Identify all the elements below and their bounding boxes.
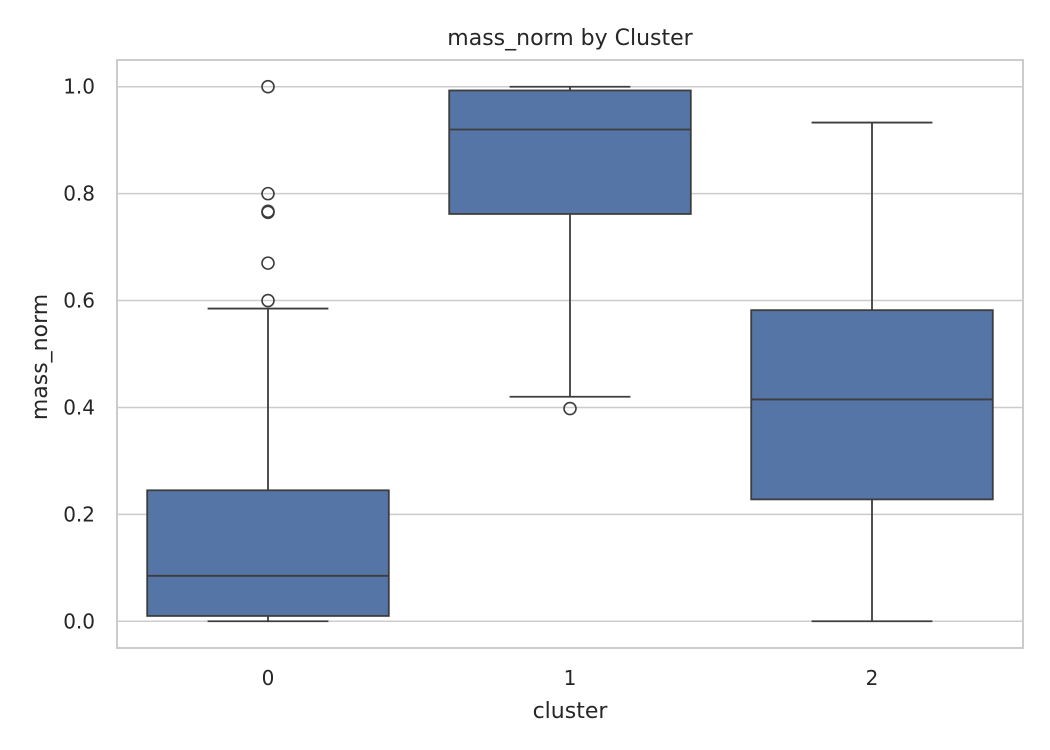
outlier-point bbox=[563, 401, 577, 416]
box-group bbox=[146, 79, 390, 623]
box-series bbox=[146, 79, 994, 623]
outlier-point bbox=[261, 186, 275, 201]
plot-frame bbox=[116, 59, 1024, 649]
y-tick-label: 1.0 bbox=[63, 75, 95, 99]
box-iqr bbox=[146, 489, 390, 617]
box-iqr bbox=[750, 309, 994, 501]
box-group bbox=[750, 121, 994, 623]
box-group bbox=[448, 85, 692, 416]
y-tick-label: 0.4 bbox=[63, 395, 95, 419]
y-axis-ticks: 0.0 0.2 0.4 0.6 0.8 1.0 bbox=[63, 75, 95, 634]
outlier-point bbox=[261, 293, 275, 308]
chart-title: mass_norm by Cluster bbox=[447, 26, 693, 51]
outlier-point bbox=[261, 204, 275, 219]
x-axis-ticks: 0 1 2 bbox=[262, 666, 879, 690]
outlier-point bbox=[261, 256, 275, 270]
y-tick-label: 0.2 bbox=[63, 502, 95, 526]
box-iqr bbox=[448, 89, 692, 215]
y-tick-label: 0.0 bbox=[63, 609, 95, 633]
y-tick-label: 0.6 bbox=[63, 289, 95, 313]
y-tick-label: 0.8 bbox=[63, 182, 95, 206]
x-tick-label: 0 bbox=[262, 666, 275, 690]
x-tick-label: 1 bbox=[564, 666, 577, 690]
y-axis-label: mass_norm bbox=[28, 294, 53, 420]
outlier-point bbox=[261, 79, 275, 94]
x-axis-label: cluster bbox=[533, 699, 609, 724]
x-tick-label: 2 bbox=[866, 666, 879, 690]
